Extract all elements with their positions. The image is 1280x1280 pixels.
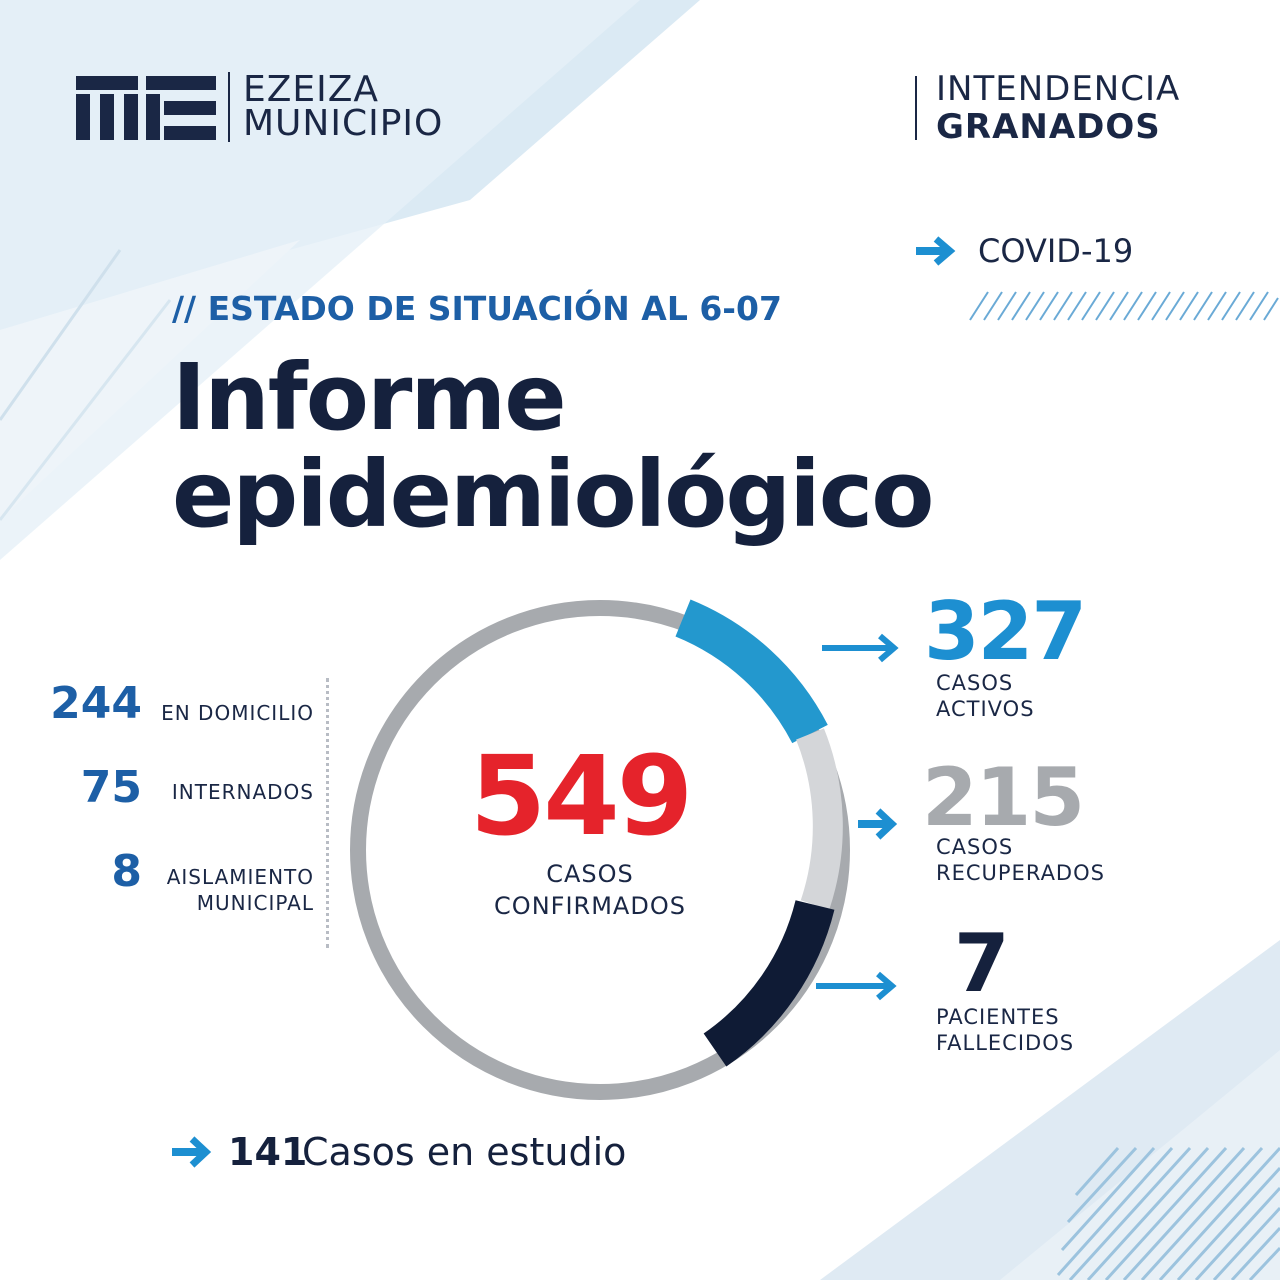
home-count: 244 bbox=[50, 678, 142, 729]
recovered-label-line2: RECUPERADOS bbox=[936, 861, 1105, 885]
report-date-subtitle: // ESTADO DE SITUACIÓN AL 6-07 bbox=[172, 289, 782, 328]
hatch-bottom bbox=[1056, 1146, 1280, 1280]
logo-text-municipio: MUNICIPIO bbox=[243, 103, 444, 144]
arrow-right-icon bbox=[816, 971, 897, 1001]
hospitalized-count: 75 bbox=[80, 762, 142, 813]
deceased-label-line1: PACIENTES bbox=[936, 1005, 1060, 1029]
study-count: 141 bbox=[228, 1130, 308, 1174]
logo-text-ezeiza: EZEIZA bbox=[243, 69, 380, 110]
ring-segment-active bbox=[675, 599, 828, 744]
isolation-count: 8 bbox=[111, 846, 142, 897]
hospitalized-label: INTERNADOS bbox=[171, 780, 314, 804]
arrow-right-icon bbox=[172, 1136, 212, 1168]
isolation-label-line1: AISLAMIENTO bbox=[166, 865, 314, 889]
intendencia-divider bbox=[915, 76, 917, 140]
confirmed-label-line1: CASOS bbox=[546, 860, 634, 888]
arrow-right-icon bbox=[858, 808, 898, 840]
deceased-count: 7 bbox=[954, 917, 1010, 1010]
active-count: 327 bbox=[924, 585, 1087, 678]
confirmed-label: CASOS CONFIRMADOS bbox=[440, 858, 740, 922]
report-title-line1: Informe bbox=[172, 344, 567, 451]
hatch-decoration bbox=[969, 291, 1279, 321]
arrow-right-icon bbox=[822, 633, 899, 663]
study-label: Casos en estudio bbox=[302, 1130, 627, 1174]
isolation-label-line2: MUNICIPAL bbox=[196, 891, 314, 915]
intendencia-label: INTENDENCIA bbox=[936, 69, 1181, 109]
ring-segment-recovered bbox=[796, 728, 843, 910]
confirmed-count: 549 bbox=[469, 732, 694, 860]
recovered-label-line1: CASOS bbox=[936, 835, 1014, 859]
active-label-line2: ACTIVOS bbox=[936, 697, 1035, 721]
dotted-divider bbox=[326, 678, 329, 948]
covid-label: COVID-19 bbox=[978, 232, 1134, 270]
ezeiza-logo-icon bbox=[76, 76, 216, 140]
arrow-right-icon bbox=[916, 236, 956, 266]
logo-divider bbox=[228, 72, 230, 142]
ring-segment-deceased bbox=[703, 899, 835, 1067]
active-label-line1: CASOS bbox=[936, 671, 1014, 695]
intendencia-name: GRANADOS bbox=[936, 107, 1161, 147]
cases-ring bbox=[350, 599, 850, 1100]
home-label: EN DOMICILIO bbox=[161, 701, 314, 725]
confirmed-label-line2: CONFIRMADOS bbox=[494, 892, 686, 920]
recovered-count: 215 bbox=[922, 751, 1085, 844]
report-title-line2: epidemiológico bbox=[172, 441, 935, 548]
deceased-label-line2: FALLECIDOS bbox=[936, 1031, 1075, 1055]
